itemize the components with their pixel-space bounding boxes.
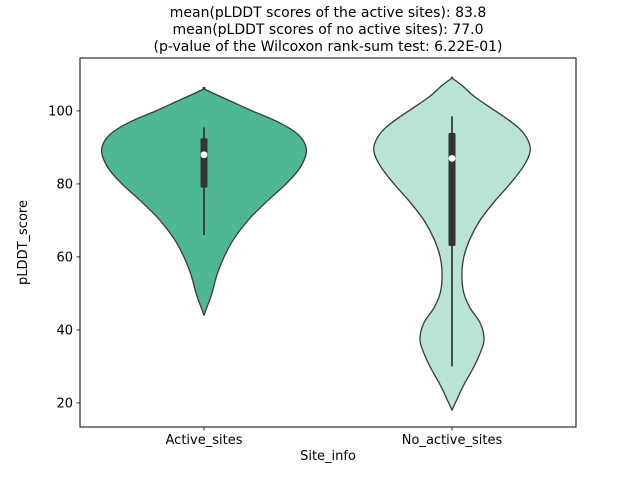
box-active-sites — [200, 138, 208, 188]
median-dot-no-active-sites — [448, 154, 456, 162]
title-line-p-value: (p-value of the Wilcoxon rank-sum test: … — [153, 39, 503, 55]
x-tick-label-no-active-sites: No_active_sites — [402, 433, 503, 448]
y-tick-label-60: 60 — [56, 250, 73, 265]
x-tick-label-active-sites: Active_sites — [166, 433, 243, 448]
x-axis-label: Site_info — [300, 449, 356, 464]
y-tick-label-40: 40 — [56, 323, 73, 338]
title-line-mean-active: mean(pLDDT scores of the active sites): … — [169, 5, 487, 21]
median-dot-active-sites — [200, 151, 208, 159]
title-line-mean-no-active: mean(pLDDT scores of no active sites): 7… — [172, 22, 484, 38]
box-no-active-sites — [448, 132, 456, 246]
y-tick-label-20: 20 — [56, 396, 73, 411]
y-tick-label-100: 100 — [48, 104, 73, 119]
axes-box — [79, 57, 577, 428]
y-tick-label-80: 80 — [56, 177, 73, 192]
chart-title: mean(pLDDT scores of the active sites): … — [80, 5, 576, 56]
y-axis-label: pLDDT_score — [16, 200, 31, 285]
